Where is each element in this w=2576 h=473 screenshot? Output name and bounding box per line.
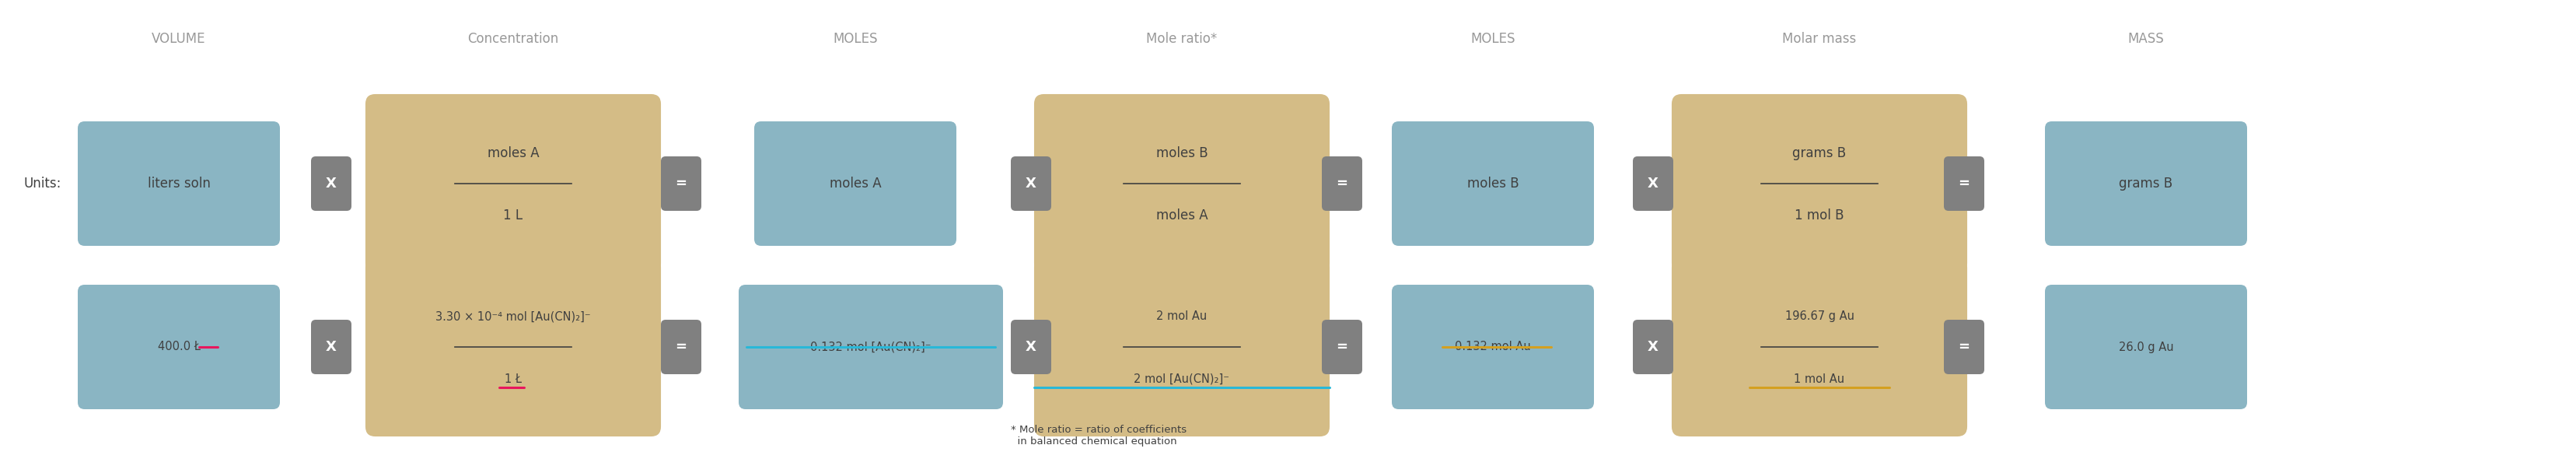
Text: 1 mol Au: 1 mol Au: [1793, 373, 1844, 385]
Text: =: =: [1337, 340, 1347, 354]
Text: X: X: [1025, 176, 1036, 191]
Text: =: =: [1958, 340, 1971, 354]
Text: grams B: grams B: [2120, 176, 2174, 191]
Text: 26.0 g Au: 26.0 g Au: [2117, 341, 2174, 353]
Text: moles B: moles B: [1157, 146, 1208, 160]
Text: 3.30 × 10⁻⁴ mol [Au(CN)₂]⁻: 3.30 × 10⁻⁴ mol [Au(CN)₂]⁻: [435, 311, 590, 323]
Text: X: X: [325, 340, 337, 354]
Text: =: =: [675, 176, 688, 191]
FancyBboxPatch shape: [1391, 122, 1595, 246]
FancyBboxPatch shape: [1321, 157, 1363, 211]
FancyBboxPatch shape: [755, 122, 956, 246]
Text: * Mole ratio = ratio of coefficients
  in balanced chemical equation: * Mole ratio = ratio of coefficients in …: [1010, 425, 1188, 447]
FancyBboxPatch shape: [77, 285, 281, 409]
Text: moles A: moles A: [829, 176, 881, 191]
FancyBboxPatch shape: [2045, 122, 2246, 246]
Text: =: =: [675, 340, 688, 354]
Text: =: =: [1958, 176, 1971, 191]
Text: 0.132 mol Au: 0.132 mol Au: [1455, 341, 1530, 353]
FancyBboxPatch shape: [1945, 320, 1984, 374]
FancyBboxPatch shape: [312, 157, 350, 211]
FancyBboxPatch shape: [662, 320, 701, 374]
Text: Molar mass: Molar mass: [1783, 32, 1857, 46]
FancyBboxPatch shape: [312, 320, 350, 374]
FancyBboxPatch shape: [1391, 285, 1595, 409]
Text: 2 mol [Au(CN)₂]⁻: 2 mol [Au(CN)₂]⁻: [1133, 373, 1229, 385]
FancyBboxPatch shape: [1033, 94, 1329, 273]
Text: X: X: [1649, 340, 1659, 354]
FancyBboxPatch shape: [1672, 257, 1968, 437]
Text: moles A: moles A: [1157, 209, 1208, 223]
Text: VOLUME: VOLUME: [152, 32, 206, 46]
Text: Mole ratio*: Mole ratio*: [1146, 32, 1218, 46]
Text: moles B: moles B: [1466, 176, 1520, 191]
Text: =: =: [1337, 176, 1347, 191]
Text: 400.0 Ł: 400.0 Ł: [157, 341, 201, 353]
Text: MOLES: MOLES: [832, 32, 878, 46]
FancyBboxPatch shape: [1633, 320, 1674, 374]
Text: moles A: moles A: [487, 146, 538, 160]
Text: X: X: [1025, 340, 1036, 354]
Text: 1 mol B: 1 mol B: [1795, 209, 1844, 223]
Text: Concentration: Concentration: [469, 32, 559, 46]
FancyBboxPatch shape: [1321, 320, 1363, 374]
FancyBboxPatch shape: [77, 122, 281, 246]
FancyBboxPatch shape: [662, 157, 701, 211]
Text: Units:: Units:: [23, 176, 62, 191]
Text: X: X: [325, 176, 337, 191]
FancyBboxPatch shape: [739, 285, 1002, 409]
Text: MOLES: MOLES: [1471, 32, 1515, 46]
Text: 2 mol Au: 2 mol Au: [1157, 311, 1208, 323]
FancyBboxPatch shape: [1033, 257, 1329, 437]
FancyBboxPatch shape: [1633, 157, 1674, 211]
FancyBboxPatch shape: [1010, 157, 1051, 211]
Text: 1 L: 1 L: [502, 209, 523, 223]
Text: liters soln: liters soln: [147, 176, 211, 191]
FancyBboxPatch shape: [366, 94, 662, 273]
FancyBboxPatch shape: [1010, 320, 1051, 374]
Text: MASS: MASS: [2128, 32, 2164, 46]
FancyBboxPatch shape: [2045, 285, 2246, 409]
Text: 0.132 mol [Au(CN)₂]⁻: 0.132 mol [Au(CN)₂]⁻: [811, 341, 933, 353]
FancyBboxPatch shape: [366, 257, 662, 437]
FancyBboxPatch shape: [1945, 157, 1984, 211]
Text: 1 Ł: 1 Ł: [505, 373, 523, 385]
FancyBboxPatch shape: [1672, 94, 1968, 273]
Text: 196.67 g Au: 196.67 g Au: [1785, 311, 1855, 323]
Text: X: X: [1649, 176, 1659, 191]
Text: grams B: grams B: [1793, 146, 1847, 160]
